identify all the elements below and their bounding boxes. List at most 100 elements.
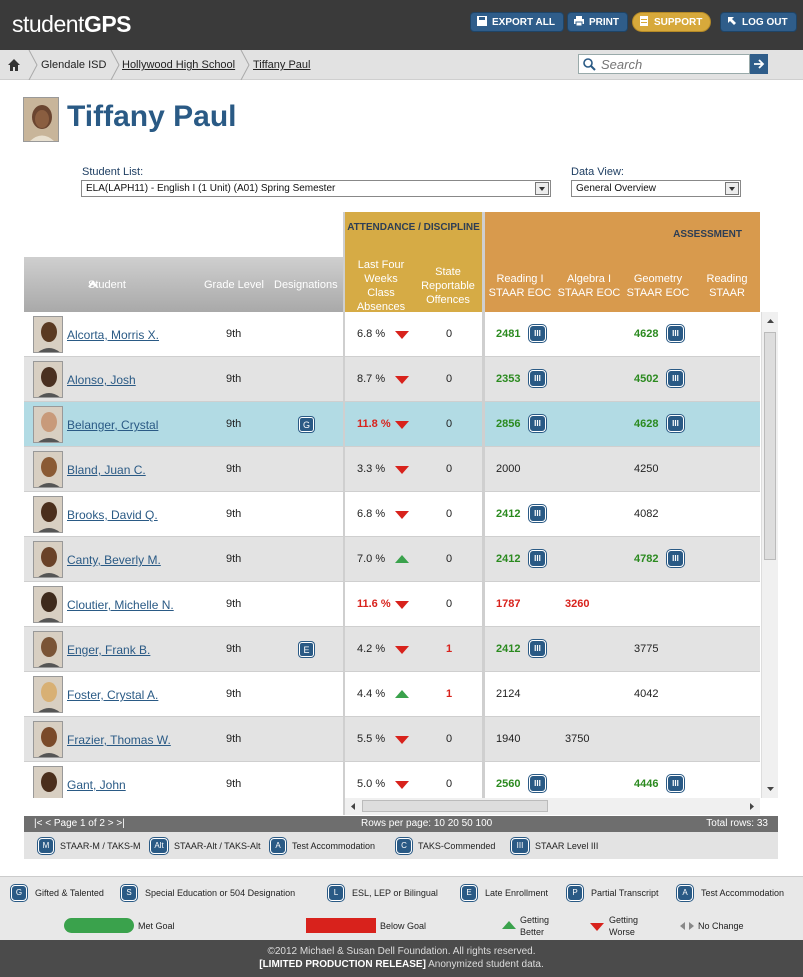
scroll-up-icon [767,319,774,323]
scroll-left-icon [351,803,355,810]
offence-count: 0 [445,598,453,610]
getting-better-icon [395,555,409,563]
student-name-link[interactable]: Bland, Juan C. [67,463,146,477]
offences-column-header[interactable]: State Reportable Offences [421,266,475,306]
getting-worse-icon [395,511,409,519]
breadcrumb-student[interactable]: Tiffany Paul [253,59,311,71]
student-name-link[interactable]: Enger, Frank B. [67,643,151,657]
absence-rate: 4.4 % [357,688,386,700]
staar-legend: M STAAR-M / TAKS-M Alt STAAR-Alt / TAKS-Alt… [24,832,778,859]
grade-level: 9th [226,778,242,790]
grade-level: 9th [226,463,242,475]
table-row[interactable]: Canty, Beverly M. 9th 7.0 % 0 2412 III 4782 III [24,537,760,582]
student-photo [23,97,59,142]
reading-eoc-column-header[interactable]: Reading I STAAR EOC [488,273,552,299]
save-icon [477,16,487,26]
student-name-link[interactable]: Belanger, Crystal [67,418,159,432]
table-row[interactable]: Alonso, Josh 9th 8.7 % 0 2353 III 4502 III [24,357,760,402]
absence-rate: 5.5 % [357,733,386,745]
student-name-link[interactable]: Alonso, Josh [67,373,136,387]
search-box [578,54,751,74]
absence-rate: 8.7 % [357,373,386,385]
breadcrumb-separator-icon [240,50,250,80]
search-submit-button[interactable] [750,54,768,74]
staar-level-badge: III [529,370,546,387]
student-thumbnail [33,451,63,488]
search-input[interactable] [601,55,751,73]
legend-badge: G [11,885,27,901]
table-row[interactable]: Frazier, Thomas W. 9th 5.5 % 0 1940 3750 [24,717,760,762]
offence-count: 0 [445,373,453,385]
export-all-button[interactable]: EXPORT ALL [470,12,564,32]
rows-per-page[interactable]: Rows per page: 10 20 50 100 [361,818,493,829]
legend-badge: A [270,838,286,854]
grade-level: 9th [226,688,242,700]
grade-level: 9th [226,508,242,520]
student-name-link[interactable]: Cloutier, Michelle N. [67,598,174,612]
breadcrumb-school[interactable]: Hollywood High School [122,59,236,71]
student-avatar-icon [24,98,58,141]
student-name-link[interactable]: Frazier, Thomas W. [67,733,171,747]
algebra-eoc-column-header[interactable]: Algebra I STAAR EOC [557,273,621,299]
student-avatar-icon [34,362,62,397]
below-goal-label: Below Goal [380,921,427,931]
student-name-link[interactable]: Gant, John [67,778,126,792]
getting-worse-icon [395,736,409,744]
student-avatar-icon [34,767,62,798]
absences-column-header[interactable]: Last Four Weeks Class Absences [356,259,406,313]
student-name-link[interactable]: Alcorta, Morris X. [67,328,160,342]
student-name-link[interactable]: Brooks, David Q. [67,508,158,522]
grade-level-column-header[interactable]: Grade Level [204,279,264,291]
offence-count: 0 [445,778,453,790]
student-name-link[interactable]: Foster, Crystal A. [67,688,159,702]
home-button[interactable] [0,50,28,80]
chevron-down-icon [725,182,739,195]
staar-level-badge: III [667,415,684,432]
getting-worse-icon [395,331,409,339]
staar-level-badge: III [529,505,546,522]
staar-level-badge: III [667,550,684,567]
geometry-eoc-score: 4042 [634,688,659,700]
reading-staar-column-header[interactable]: Reading STAAR [706,273,748,299]
table-row[interactable]: Brooks, David Q. 9th 6.8 % 0 2412 III 4082 [24,492,760,537]
table-row[interactable]: Gant, John 9th 5.0 % 0 2560 III 4446 III [24,762,760,798]
vertical-scroll-thumb[interactable] [764,332,776,560]
staar-level-badge: III [529,550,546,567]
student-list-select[interactable]: ELA(LAPH11) - English I (1 Unit) (A01) S… [81,180,551,197]
student-column-header[interactable]: Student [88,279,126,291]
support-button[interactable]: SUPPORT [632,12,712,32]
table-row[interactable]: Alcorta, Morris X. 9th 6.8 % 0 2481 III 4628 II… [24,312,760,357]
student-name-link[interactable]: Canty, Beverly M. [67,553,161,567]
pagination-bar: |< < Page 1 of 2 > >| Rows per page: 10 … [24,816,778,832]
table-row[interactable]: Cloutier, Michelle N. 9th 11.6 % 0 1787 3260 [24,582,760,627]
horizontal-scrollbar[interactable] [345,798,760,815]
table-row[interactable]: Foster, Crystal A. 9th 4.4 % 1 2124 4042 [24,672,760,717]
student-thumbnail [33,766,63,798]
reading-eoc-score: 2560 [496,778,521,790]
designations-column-header[interactable]: Designations [274,279,338,291]
geometry-eoc-score: 4628 [634,418,659,430]
staar-level-badge: III [529,325,546,342]
print-button[interactable]: PRINT [567,12,628,32]
table-row[interactable]: Belanger, Crystal 9th G 11.8 % 0 2856 III 4628 I… [24,402,760,447]
breadcrumb-district[interactable]: Glendale ISD [41,59,107,71]
legend-label: STAAR-Alt / TAKS-Alt [174,841,261,851]
table-row[interactable]: Bland, Juan C. 9th 3.3 % 0 2000 4250 [24,447,760,492]
vertical-scrollbar[interactable] [761,312,778,798]
legend-badge: M [38,838,54,854]
breadcrumb-separator-icon [110,50,120,80]
data-view-select[interactable]: General Overview [571,180,741,197]
page-navigation[interactable]: |< < Page 1 of 2 > >| [34,818,125,829]
geometry-eoc-column-header[interactable]: Geometry STAAR EOC [626,273,690,299]
legend-label: Test Accommodation [701,888,785,898]
getting-worse-icon [395,601,409,609]
table-row[interactable]: Enger, Frank B. 9th E 4.2 % 1 2412 III 3775 [24,627,760,672]
app-logo[interactable]: studentGPS [12,11,132,38]
algebra-eoc-score: 3750 [565,733,590,745]
log-out-button[interactable]: LOG OUT [720,12,797,32]
grade-level: 9th [226,733,242,745]
reading-eoc-score: 2000 [496,463,521,475]
legend-label: STAAR-M / TAKS-M [60,841,141,851]
student-thumbnail [33,541,63,578]
horizontal-scroll-thumb[interactable] [362,800,548,812]
